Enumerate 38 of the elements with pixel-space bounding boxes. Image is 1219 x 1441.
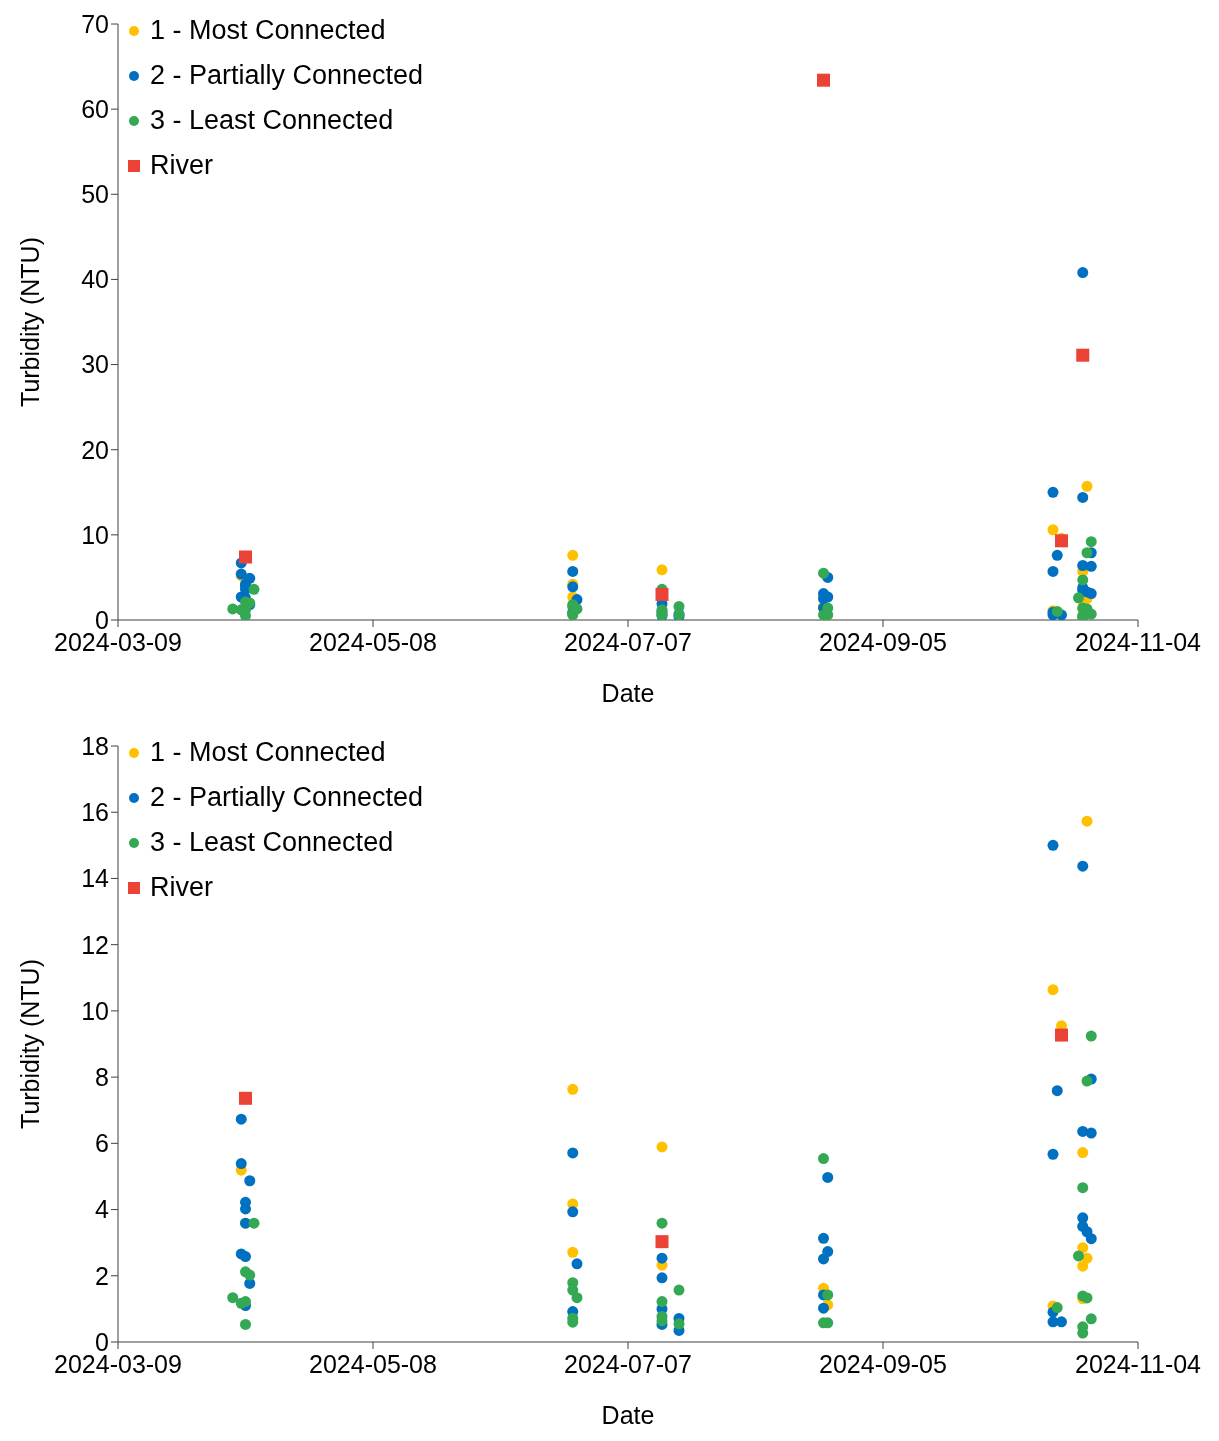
legend-label: River [150, 150, 214, 181]
y-tick-label: 20 [81, 435, 109, 464]
x-axis-title: Date [601, 1401, 655, 1429]
x-tick-label: 2024-05-08 [309, 627, 437, 656]
y-tick-label: 10 [81, 520, 109, 549]
legend-label: 2 - Partially Connected [150, 60, 424, 91]
y-axis-title: Turbidity (NTU) [15, 959, 44, 1129]
legend-label: River [150, 872, 214, 903]
x-tick-label: 2024-11-04 [1074, 627, 1202, 656]
y-tick-label: 16 [81, 798, 109, 827]
legend-label: 2 - Partially Connected [150, 782, 424, 813]
y-tick-label: 2 [95, 1261, 109, 1290]
y-tick-label: 70 [81, 9, 109, 38]
y-tick-label: 30 [81, 350, 109, 379]
y-tick-label: 12 [81, 930, 109, 959]
y-tick-label: 0 [95, 605, 109, 634]
x-axis-title: Date [601, 679, 655, 707]
y-tick-label: 6 [95, 1129, 109, 1158]
x-tick-label: 2024-09-05 [819, 627, 947, 656]
y-tick-label: 50 [81, 180, 109, 209]
x-tick-label: 2024-07-07 [564, 1349, 692, 1378]
y-tick-label: 40 [81, 265, 109, 294]
y-tick-label: 60 [81, 95, 109, 124]
y-tick-label: 18 [81, 731, 109, 760]
y-tick-label: 4 [95, 1195, 110, 1224]
legend-label: 3 - Least Connected [150, 105, 394, 136]
legend-label: 3 - Least Connected [150, 827, 394, 858]
x-tick-label: 2024-11-04 [1074, 1349, 1202, 1378]
y-tick-label: 0 [95, 1327, 109, 1356]
legend-label: 1 - Most Connected [150, 737, 386, 768]
y-tick-label: 8 [95, 1062, 109, 1091]
x-tick-label: 2024-07-07 [564, 627, 692, 656]
y-tick-label: 10 [81, 996, 109, 1025]
x-tick-label: 2024-09-05 [819, 1349, 947, 1378]
x-tick-label: 2024-05-08 [309, 1349, 437, 1378]
legend-label: 1 - Most Connected [150, 15, 386, 46]
y-tick-label: 14 [81, 864, 110, 893]
y-axis-title: Turbidity (NTU) [15, 237, 44, 407]
